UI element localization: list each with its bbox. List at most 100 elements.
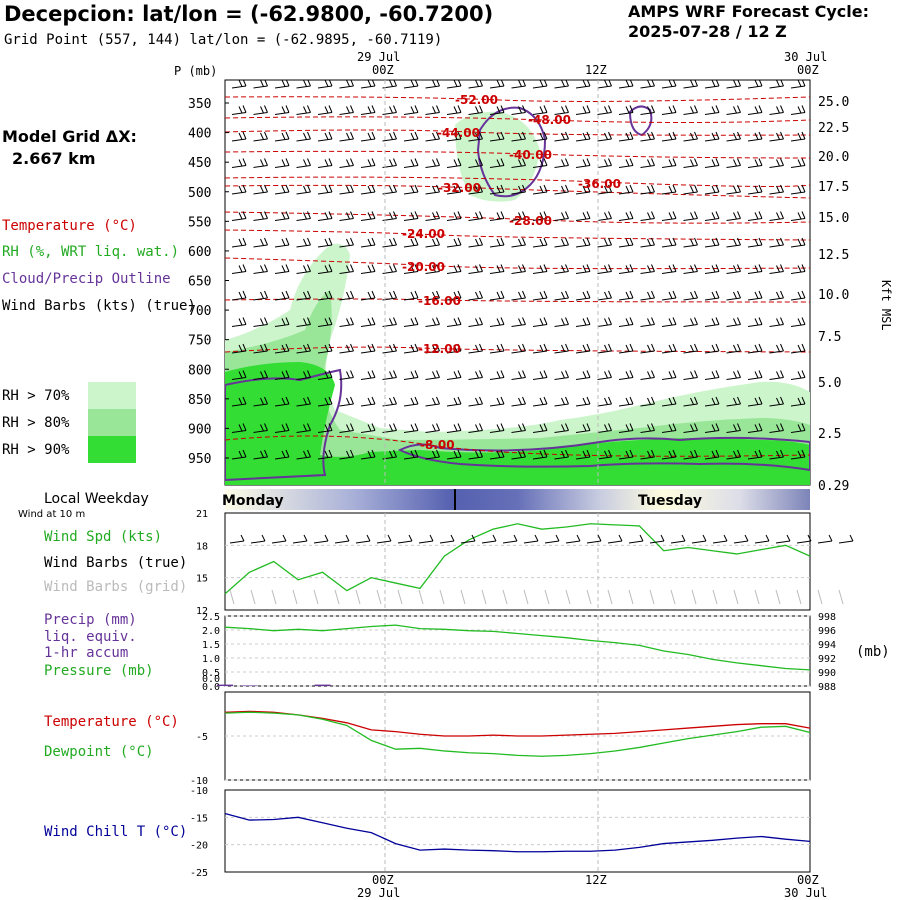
height-tick-1: 22.5 [818, 121, 849, 136]
precip-label: Precip (mm) [44, 612, 137, 628]
isotherm-label-3: -40.00 [509, 148, 552, 162]
wind-barb-true [355, 540, 371, 544]
wind-barb [661, 317, 677, 327]
height-tick-0: 25.0 [818, 95, 849, 110]
wind-barb [253, 131, 268, 142]
top-tick-2: 12Z [585, 63, 607, 77]
wind-barb [532, 211, 548, 221]
isotherm-label-1: -48.00 [528, 113, 571, 127]
wind-barb [360, 290, 376, 301]
wind-barb [296, 237, 311, 248]
wind-barb [769, 105, 784, 115]
wind-barb [747, 211, 763, 221]
wind-barb [253, 290, 268, 301]
wind-barb [360, 343, 376, 354]
wind-barb [425, 184, 440, 195]
wind-barb-grid [796, 589, 802, 605]
height-ticks: 25.0 22.5 20.0 17.5 15.0 12.5 10.0 7.5 5.0 2.5 0.2… [818, 95, 849, 494]
wind-barb [661, 290, 677, 301]
pressure-tick-850: 850 [188, 393, 211, 408]
wind-barb [554, 211, 569, 221]
wind-barb [575, 449, 591, 460]
wind-barb [468, 449, 483, 460]
wind-barb [489, 343, 505, 354]
wind-barb-true-feather [282, 534, 287, 542]
wind-barb [618, 370, 634, 380]
wind-barb [769, 131, 784, 142]
wind-barb [790, 396, 806, 407]
wind-barb [597, 449, 612, 460]
wind-barb-true-feather [576, 534, 581, 542]
wind-barb [511, 264, 526, 274]
wind-barb [339, 370, 354, 380]
wind-barb [683, 184, 698, 195]
wind-barb [683, 396, 698, 407]
wind-barb [640, 370, 655, 380]
isotherm-label-0: -52.00 [455, 93, 498, 107]
wind-barb-grid [313, 589, 319, 605]
wind-barb [532, 105, 548, 115]
wind-barb [575, 105, 591, 115]
wind-barb [317, 184, 333, 195]
wind-barb [726, 211, 741, 221]
wind-barb [532, 184, 548, 195]
wind-barb [511, 158, 526, 168]
wind-barb [532, 423, 548, 433]
wind-barb [769, 343, 784, 354]
wind-barb-grid [607, 589, 613, 605]
wind-barb [253, 449, 268, 460]
wind-barb [317, 290, 333, 301]
wind-barb [468, 343, 483, 354]
wind-barb [618, 423, 634, 433]
wind-barb [253, 184, 268, 195]
wind-barb [403, 158, 419, 168]
wind-barb [532, 396, 548, 407]
wind-barb [790, 317, 806, 327]
temperature-panel: -10 -5 [190, 691, 811, 787]
wind-barb [575, 131, 591, 142]
wind-barb-true-feather [534, 534, 539, 542]
wind-barb [704, 370, 720, 380]
wind-barb [618, 317, 634, 327]
wind-barb [296, 105, 311, 115]
wind-barb [489, 317, 505, 327]
wind-barb-true-feather [618, 534, 623, 542]
pressure-tick-350: 350 [188, 97, 211, 112]
wind-barb [640, 184, 655, 195]
wind-barb [296, 264, 311, 274]
wind-barb [446, 158, 462, 168]
wind-barb [747, 370, 763, 380]
weekday-strip: Monday Tuesday [222, 489, 810, 510]
wind-barb [618, 80, 634, 89]
wind-barb [683, 80, 698, 89]
wind-barb [532, 131, 548, 142]
wind-barb [747, 80, 763, 89]
wind-barb-true-feather [450, 534, 455, 542]
wind-barb [446, 131, 462, 142]
model-grid-line2: 2.667 km [12, 149, 96, 168]
wind-barb-true-feather [849, 534, 854, 542]
legend-cloud: Cloud/Precip Outline [2, 271, 171, 287]
wind-barb [532, 237, 548, 248]
wind-barb-grid [334, 589, 340, 605]
wind-barb [446, 290, 462, 301]
wind-barb [446, 184, 462, 195]
wind-barb-grid [817, 589, 823, 605]
wind-barb-true [544, 540, 560, 544]
wind-barb [296, 343, 311, 354]
wind-barb [511, 317, 526, 327]
wind-barb [446, 317, 462, 327]
pressure-unit: (mb) [856, 644, 890, 660]
wind-barb-true [313, 540, 329, 544]
wind-barb-true [523, 540, 539, 544]
wind-barb [597, 317, 612, 327]
temperature-line [224, 710, 811, 737]
wind-barb [446, 105, 462, 115]
wind-barb [726, 105, 741, 115]
wind-barb [274, 317, 290, 327]
wind-barb [790, 184, 806, 195]
wind-barb [661, 423, 677, 433]
wind-barb [446, 264, 462, 274]
wind-barb [683, 131, 698, 142]
wind-barb-true [733, 540, 749, 544]
